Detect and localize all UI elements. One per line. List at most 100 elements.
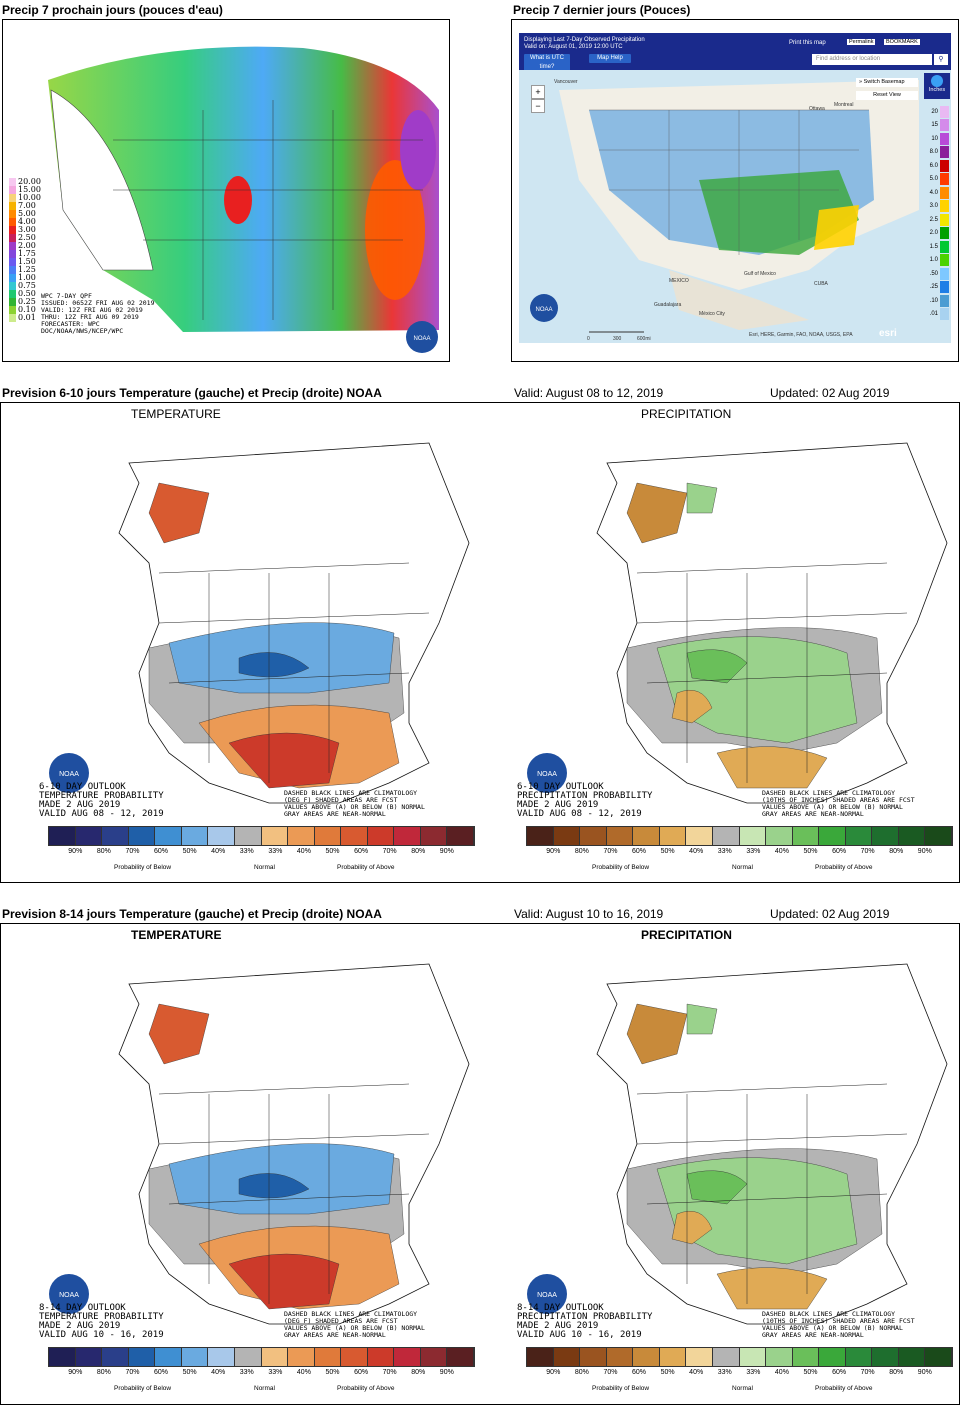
qpf-legend-swatch (9, 194, 16, 202)
zoom-out-button[interactable]: − (531, 99, 545, 113)
location-search-input[interactable]: Find address or location (812, 54, 932, 65)
obs-legend-swatch (940, 240, 949, 253)
obs-legend-swatch (940, 308, 949, 321)
tick-label: 50% (660, 848, 675, 855)
precip-outlook-map: NOAA (527, 963, 948, 1325)
color-bar-cell (845, 1348, 873, 1366)
obs-legend-row: .25 (924, 281, 950, 295)
obs-legend-swatch (940, 105, 949, 118)
temp-outlook-info: 8-14 DAY OUTLOOK TEMPERATURE PROBABILITY M… (39, 1304, 164, 1340)
place-montreal: Montreal (834, 102, 853, 108)
obs-legend-value: 8.0 (929, 149, 938, 156)
qpf-legend-row: 1.75 (9, 250, 41, 258)
qpf-legend-swatch (9, 186, 16, 194)
tick-label: 80% (411, 848, 426, 855)
panel1-frame: NOAA 20.00 15.00 10.00 7.00 5.00 4.00 3.00 2.50… (2, 19, 450, 362)
tick-label: 40% (296, 848, 311, 855)
color-bar-cell (792, 1348, 820, 1366)
tick-label: 40% (774, 848, 789, 855)
color-bar-cell (49, 1348, 76, 1366)
obs-legend-row: .01 (924, 308, 950, 322)
switch-basemap-button[interactable]: » Switch Basemap (856, 78, 918, 87)
noaa-logo-icon (527, 753, 567, 793)
header-line1: Displaying Last 7-Day Observed Precipita… (524, 37, 645, 43)
place-ottawa: Ottawa (809, 106, 825, 112)
tick-label: 60% (154, 848, 169, 855)
probability-region (626, 1003, 688, 1065)
place-vancouver: Vancouver (554, 79, 578, 85)
tick-label: 70% (382, 848, 397, 855)
qpf-legend-swatch (9, 314, 16, 322)
tick-label: 60% (354, 848, 369, 855)
precip-color-bar (526, 1347, 953, 1367)
tick-label: 40% (296, 1369, 311, 1376)
boundary-lines (158, 562, 430, 783)
color-bar-cell (181, 827, 209, 845)
qpf-legend-row: 20.00 (9, 178, 41, 186)
color-bar-cell (75, 1348, 103, 1366)
tick-label: 80% (574, 848, 589, 855)
section1-valid: Valid: August 08 to 12, 2019 (514, 386, 664, 400)
obs-legend-value: 4.0 (929, 189, 938, 196)
color-bar-cell (181, 1348, 209, 1366)
tick-label: 80% (574, 1369, 589, 1376)
bookmark-button[interactable]: BOOKMARK (884, 39, 920, 45)
panel2-title: Precip 7 dernier jours (Pouces) (513, 3, 691, 17)
section2-frame: TEMPERATURE NOAA 8-14 DAY OUTLOOK TEMPERATU… (0, 923, 960, 1405)
tick-label: 33% (717, 848, 732, 855)
precip-panel-label: PRECIPITATION (641, 928, 732, 942)
color-bar-cell (845, 827, 873, 845)
tick-label: 40% (689, 848, 704, 855)
qpf-legend-value: 0.01 (18, 313, 36, 322)
color-bar-cell (792, 827, 820, 845)
qpf-legend-row: 10.00 (9, 194, 41, 202)
search-icon[interactable]: ⚲ (934, 54, 948, 65)
qpf-info-line: DOC/NOAA/NWS/NCEP/WPC (41, 327, 124, 335)
obs-legend-row: 2.0 (924, 227, 950, 241)
color-bar-cell (420, 1348, 448, 1366)
outlook-note-line: (DEG F) SHADED AREAS ARE FCST (284, 796, 398, 804)
noaa-logo-text: NOAA (413, 336, 430, 342)
color-bar-cell (261, 827, 289, 845)
permalink-button[interactable]: Permalink (847, 39, 876, 45)
obs-legend-value: 2.5 (929, 216, 938, 223)
outlook-note-line: DASHED BLACK LINES ARE CLIMATOLOGY (762, 1310, 896, 1318)
outlook-info-line: MADE 2 AUG 2019 (517, 1321, 599, 1331)
reset-view-button[interactable]: Reset View (856, 91, 918, 100)
outlook-note-line: GRAY AREAS ARE NEAR-NORMAL (762, 1331, 864, 1339)
map-help-button[interactable]: Map Help (589, 54, 631, 63)
color-bar-cell (261, 1348, 289, 1366)
noaa-logo-text: NOAA (59, 771, 79, 778)
qpf-legend-row: 5.00 (9, 210, 41, 218)
qpf-map: NOAA (48, 46, 439, 353)
precip-above-label: Probability of Above (815, 864, 873, 871)
outlook-note-line: VALUES ABOVE (A) OR BELOW (B) NORMAL (284, 803, 425, 811)
scale-300: 300 (613, 336, 622, 342)
qpf-legend-row: 0.50 (9, 290, 41, 298)
color-bar-cell (686, 827, 713, 845)
tick-label: 60% (154, 1369, 169, 1376)
qpf-legend-swatch (9, 298, 16, 306)
precip-above-label: Probability of Above (815, 1385, 873, 1392)
outlook-info-line: TEMPERATURE PROBABILITY (39, 791, 164, 801)
qpf-legend-value: 1.00 (18, 273, 36, 282)
inches-label: Inches (928, 87, 946, 93)
color-bar-cell (288, 1348, 315, 1366)
color-bar-cell (128, 1348, 156, 1366)
precip-below-label: Probability of Below (592, 1385, 650, 1392)
probability-region (686, 1003, 718, 1035)
color-bar-cell (208, 827, 235, 845)
qpf-legend-value: 0.75 (18, 281, 36, 290)
qpf-legend-swatch (9, 306, 16, 314)
precip-normal-label: Normal (732, 864, 753, 871)
print-map-link[interactable]: Print this map (789, 40, 826, 46)
zoom-in-button[interactable]: + (531, 85, 545, 99)
color-bar-cell (580, 827, 607, 845)
section2-updated: Updated: 02 Aug 2019 (770, 907, 890, 921)
qpf-legend-value: 10.00 (18, 193, 41, 202)
obs-legend-value: .10 (929, 297, 938, 304)
precip-panel-label: PRECIPITATION (641, 407, 732, 421)
tick-label: 33% (746, 1369, 761, 1376)
qpf-legend-value: 0.50 (18, 289, 36, 298)
utc-time-button[interactable]: What is UTC time? (524, 54, 570, 72)
